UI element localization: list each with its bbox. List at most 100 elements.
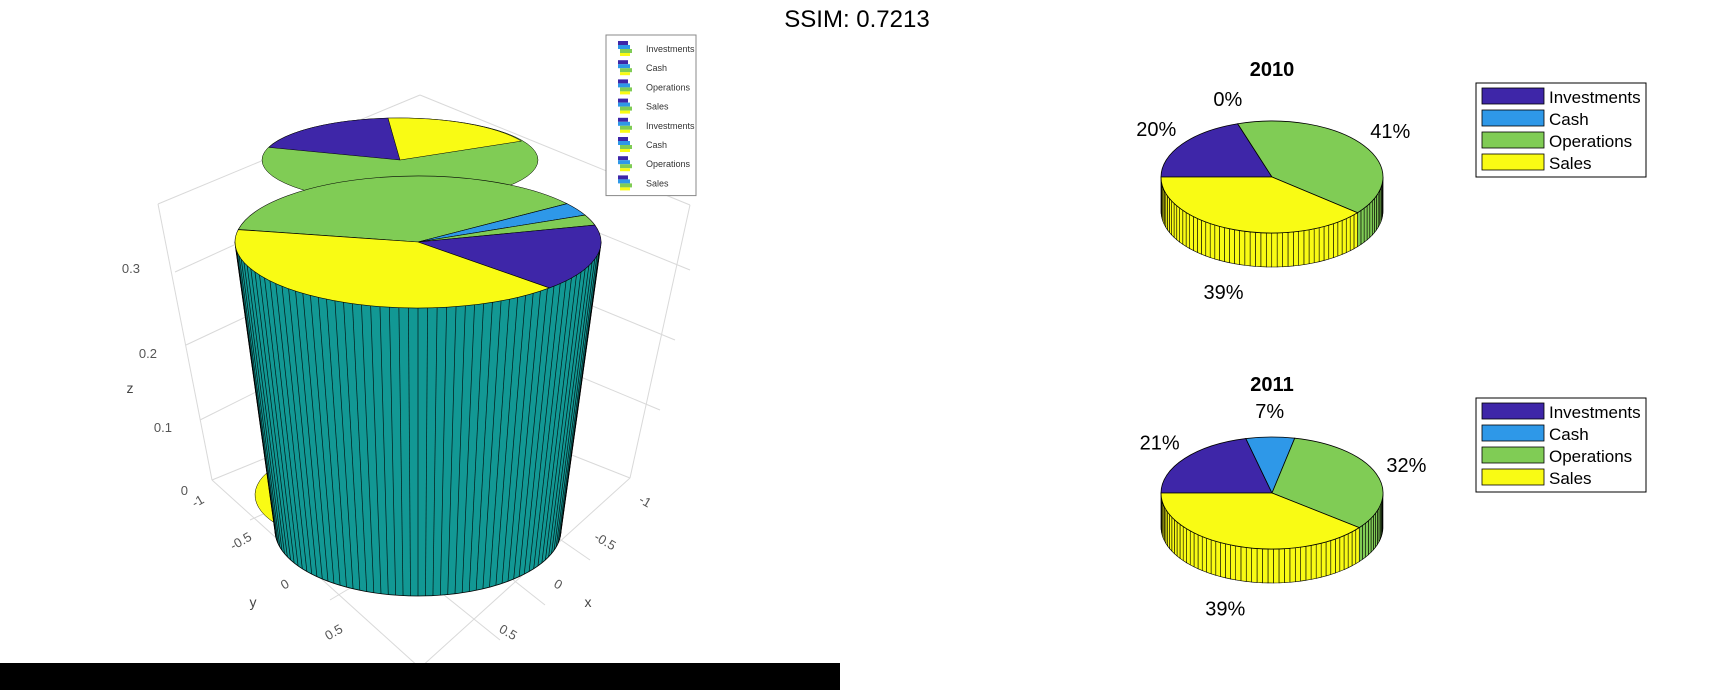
pie-side-facet	[1262, 548, 1269, 584]
legend-icon-bar	[618, 60, 628, 65]
cylinder-3d-axes: 00.10.20.3z-1-0.500.5y-1-0.500.5xInvestm…	[122, 34, 697, 669]
legend-icon-bar	[620, 53, 630, 56]
cylinder-legend: Investments Cash Operations Sales Investment…	[605, 34, 697, 197]
cylinder-facet-line	[310, 295, 335, 584]
legend-box	[605, 34, 697, 197]
cylinder-facet-line	[461, 304, 475, 593]
cylinder-facet-line	[295, 291, 323, 580]
z-axis-edge	[157, 203, 213, 481]
cylinder-facet-line	[557, 255, 598, 544]
pie-side-facet	[1343, 533, 1349, 571]
legend-entry-label: Investments	[646, 44, 695, 54]
pie-title: 2010	[1250, 59, 1295, 81]
pie-side-facet	[1305, 545, 1312, 581]
pie-side-facet	[1239, 230, 1246, 266]
pie-side-facet	[1209, 223, 1216, 260]
cylinder-facet-line	[447, 306, 457, 595]
pie-side-facet	[1201, 536, 1207, 573]
pie-slice-operations	[1271, 437, 1384, 529]
pie-side-facet	[1189, 214, 1194, 252]
legend-icon-bar	[620, 164, 632, 169]
cylinder-facet-line	[537, 277, 572, 566]
pie-side-facet	[1193, 532, 1199, 570]
legend-swatch-sales	[1481, 153, 1545, 171]
pie-slice-sales	[1160, 176, 1359, 234]
pie-side-facet	[1347, 531, 1353, 569]
cylinder-facet-line	[235, 248, 277, 537]
cylinder-facet-line	[317, 297, 341, 586]
z-tick-label: 0.2	[139, 346, 157, 361]
pie-slice-sales	[1160, 492, 1361, 550]
legend-icon-bar	[618, 64, 630, 69]
legend-icon-bar	[620, 72, 630, 76]
back-edge	[629, 204, 691, 479]
pie-side-facet	[1341, 218, 1347, 255]
pie-percent-label: 32%	[1386, 455, 1426, 477]
y-tick-label: 0	[278, 576, 292, 593]
cylinder-facet-line	[541, 274, 577, 564]
pie-side-facet	[1169, 197, 1172, 236]
legend-entry-label: Investments	[1549, 88, 1641, 107]
legend-icon-bar	[620, 49, 632, 53]
legend-icon-bar	[620, 129, 630, 133]
pie-side-facet	[1234, 229, 1240, 265]
legend-entry-label: Sales	[646, 178, 669, 188]
pie-percent-label: 39%	[1204, 282, 1244, 304]
pie-side-facet	[1298, 230, 1305, 266]
legend-swatch-cash	[1481, 109, 1545, 127]
pie-legend: Investments Cash Operations Sales	[1475, 82, 1647, 178]
pie-slice-investments	[1160, 438, 1273, 494]
cylinder-facet-line	[440, 307, 447, 596]
pie-side-facet	[1369, 200, 1373, 239]
pie-side-facet	[1370, 515, 1374, 554]
cylinder-facet-line	[558, 252, 600, 541]
pie-percent-label: 21%	[1140, 432, 1180, 454]
cylinder-facet-line	[553, 262, 593, 551]
cylinder-facet-line	[343, 302, 361, 591]
pie-side-facet	[1169, 513, 1173, 552]
pie-side-facet	[1353, 212, 1358, 250]
cylinder-facet-line	[352, 303, 368, 592]
pie-side-wall	[1160, 176, 1384, 268]
pie-side-facet	[1206, 537, 1212, 575]
pie-side-facet	[1363, 205, 1368, 243]
pie-side-facet	[1176, 205, 1180, 243]
cylinder-top-pie	[234, 175, 602, 309]
legend-icon-bar	[620, 91, 630, 95]
pie-side-facet	[1357, 209, 1362, 248]
cylinder-facet-line	[425, 307, 428, 596]
top-slice-operations	[237, 175, 568, 243]
pie-percent-label: 20%	[1136, 119, 1176, 141]
cylinder-facet-line	[302, 293, 329, 582]
cylinder-facet-line	[432, 307, 438, 596]
cylinder-facet-line	[281, 286, 313, 575]
pie-side-facet	[1284, 547, 1291, 583]
pie-side-facet	[1333, 221, 1339, 259]
cylinder-facet-line	[523, 286, 555, 575]
pie-side-facet	[1362, 522, 1366, 560]
pie-side-facet	[1251, 547, 1258, 583]
ssim-label: SSIM: 0.7213	[784, 6, 929, 33]
cylinder-facet-line	[246, 265, 285, 554]
cylinder-facet-line	[468, 303, 484, 592]
cylinder-facet-line	[288, 288, 318, 577]
z-axis-label: z	[127, 380, 134, 396]
pie-side-facet	[1205, 221, 1211, 258]
pie-side-facet	[1335, 536, 1341, 574]
legend-icon-bar	[620, 168, 630, 172]
legend-icon-bar	[618, 179, 630, 184]
pie-percent-label: 7%	[1255, 401, 1284, 423]
pie-side-facet	[1287, 231, 1294, 267]
pie-side-facet	[1255, 232, 1262, 268]
pie-side-facet	[1365, 520, 1369, 558]
pie-side-facet	[1308, 228, 1315, 265]
z-tick-label: 0	[181, 483, 188, 498]
pie-side-facet	[1349, 214, 1355, 252]
cylinder-facet-line	[454, 305, 466, 594]
pie-side-facet	[1273, 548, 1280, 584]
pie-side-facet	[1303, 229, 1310, 265]
pie-side-facet	[1240, 546, 1247, 582]
pie-side-facet	[1224, 227, 1230, 264]
upper-pie-slice-investments	[268, 117, 401, 161]
pie-side-facet	[1186, 528, 1191, 566]
